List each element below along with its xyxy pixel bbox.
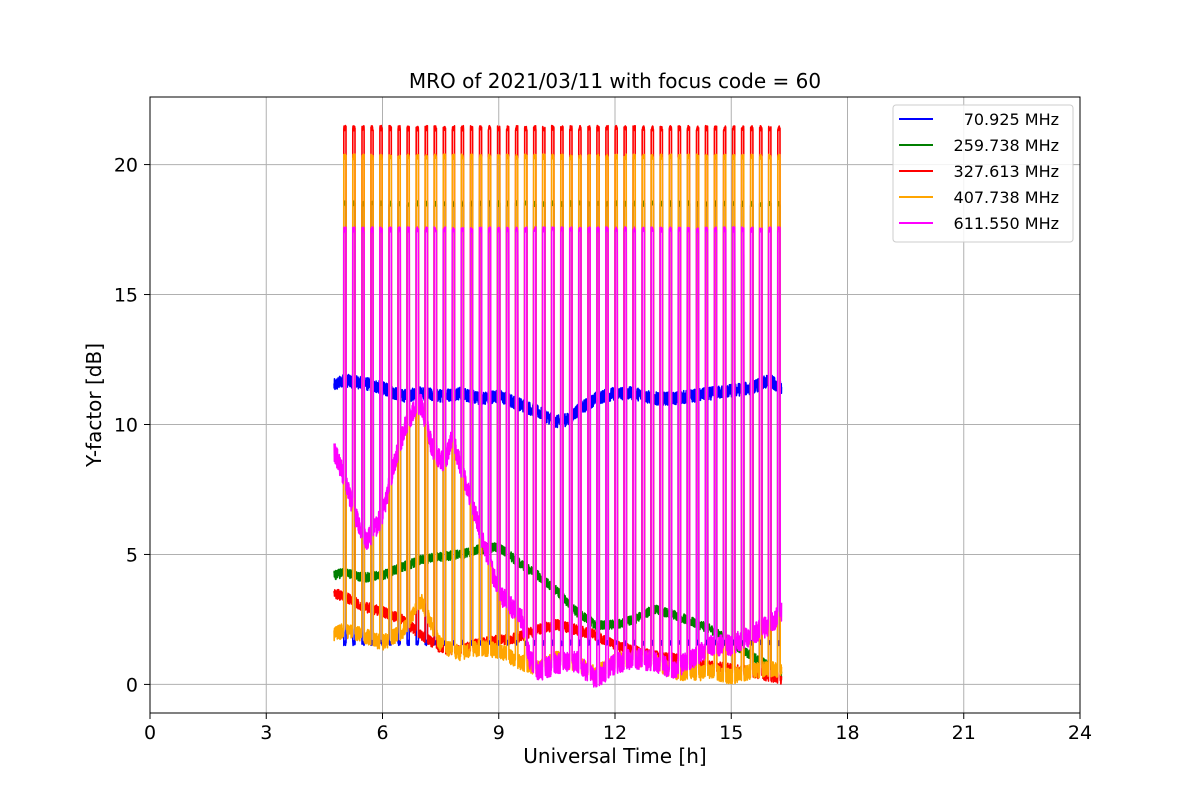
x-tick-label: 9 [493,722,505,744]
plot-lines [333,124,783,688]
chart-title: MRO of 2021/03/11 with focus code = 60 [409,69,821,93]
x-tick-label: 15 [719,722,743,744]
legend-label: 611.550 MHz [954,214,1059,233]
x-axis: 0 3 6 9 12 15 18 21 24 [144,713,1092,744]
y-axis-label: Y-factor [dB] [82,343,106,468]
y-axis: 0 5 10 15 20 [114,155,150,696]
legend-label: 407.738 MHz [954,188,1059,207]
legend-box [892,104,1074,243]
x-tick-label: 18 [835,722,859,744]
legend-label: 327.613 MHz [954,162,1059,181]
x-tick-label: 21 [952,722,976,744]
y-tick-label: 0 [126,674,138,696]
legend-label: 259.738 MHz [954,136,1059,155]
x-tick-label: 6 [376,722,388,744]
legend-label: 70.925 MHz [964,110,1059,129]
y-tick-label: 5 [126,544,138,566]
legend: 70.925 MHz 259.738 MHz 327.613 MHz 407.738 … [892,104,1074,243]
x-tick-label: 12 [603,722,627,744]
x-tick-label: 0 [144,722,156,744]
series-line [333,124,783,685]
y-tick-label: 15 [114,285,138,307]
series-line [333,226,783,688]
x-tick-label: 24 [1068,722,1092,744]
series-line [333,373,783,647]
y-tick-label: 20 [114,155,138,177]
x-axis-label: Universal Time [h] [523,744,706,768]
y-tick-label: 10 [114,414,138,436]
x-tick-label: 3 [260,722,272,744]
